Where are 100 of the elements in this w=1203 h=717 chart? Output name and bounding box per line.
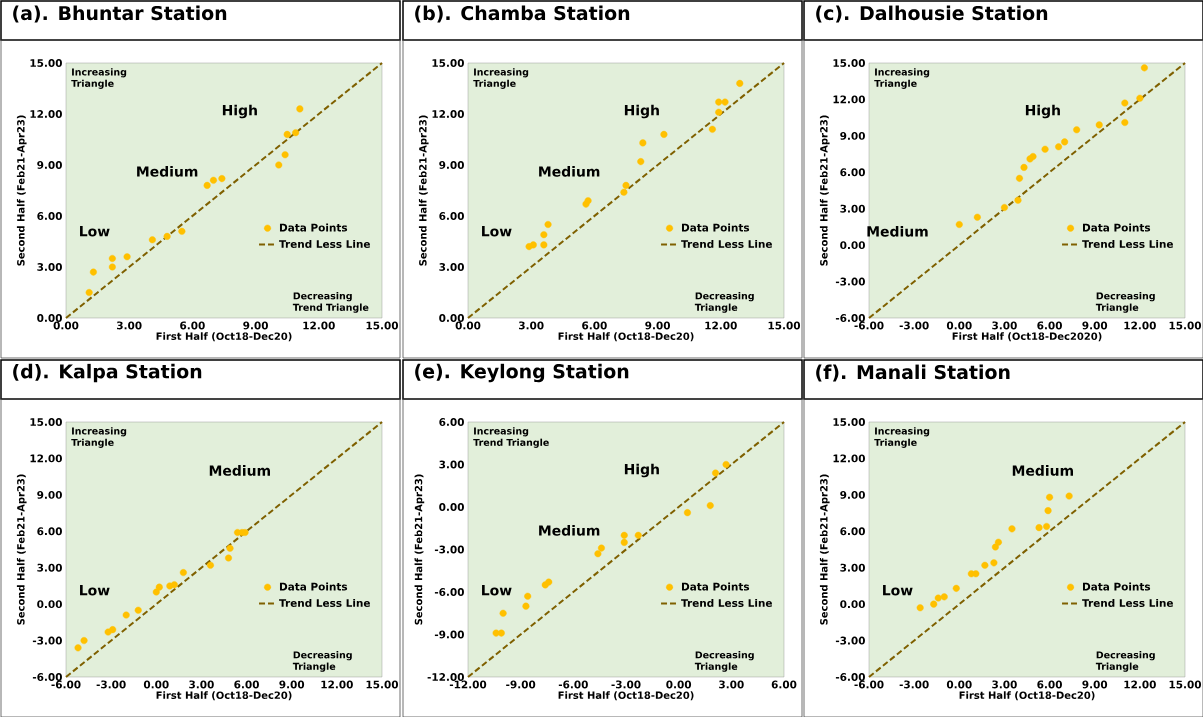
x-tick-label: -6.00 [854, 680, 884, 689]
x-tick-label: 9.00 [645, 321, 671, 330]
y-tick-label: 3.00 [840, 204, 865, 213]
y-tick-label: 15.00 [833, 418, 865, 426]
y-axis-title: Second Half (Feb21-Apr23) [16, 115, 27, 266]
annotation: Medium [867, 225, 928, 237]
annotation: Increasing Triangle [71, 427, 127, 448]
x-tick-label: -9.00 [506, 680, 536, 689]
annotation: Decreasing Triangle [694, 292, 754, 313]
annotation: Increasing Triangle [473, 68, 529, 89]
x-tick-label: 15.00 [1169, 321, 1202, 330]
annotation: Low [80, 585, 110, 596]
legend-label: Trend Less Line [279, 239, 370, 248]
x-tick-label: -3.00 [899, 321, 929, 330]
y-tick-label: 15.00 [30, 418, 62, 426]
y-tick-label: 3.00 [439, 263, 464, 271]
y-tick-label: 6.00 [840, 527, 865, 536]
legend-label: Data Points [279, 223, 348, 232]
y-tick-label: 9.00 [840, 131, 865, 140]
y-tick-label: -6.00 [434, 588, 464, 596]
x-tick-label: -6.00 [558, 680, 588, 689]
x-tick-label: 6.00 [771, 680, 797, 689]
annotation: Medium [539, 524, 600, 536]
x-tick-label: 3.00 [519, 321, 544, 330]
chart-title: (e). Keylong Station [415, 363, 629, 383]
annotation: Decreasing Triangle [694, 651, 754, 672]
annotation: Increasing Triangle [874, 427, 930, 448]
legend-label: Data Points [1083, 223, 1151, 232]
x-tick-label: 3.00 [992, 321, 1017, 330]
y-tick-label: 0.00 [37, 314, 62, 322]
y-tick-label: 12.00 [833, 454, 865, 463]
y-axis-title: Second Half (Feb21-Apr23) [819, 115, 830, 266]
y-tick-label: 12.00 [833, 95, 865, 104]
annotation: Decreasing Triangle [1095, 651, 1155, 672]
x-axis-title: First Half (Oct18-Dec20) [156, 691, 292, 701]
y-tick-label: 6.00 [37, 212, 62, 220]
y-tick-label: 9.00 [37, 490, 62, 499]
x-tick-label: 15.00 [1169, 680, 1202, 689]
x-tick-label: 0.00 [946, 321, 972, 330]
annotation: Medium [539, 165, 600, 177]
x-tick-label: 12.00 [321, 680, 353, 689]
annotation: Low [80, 226, 110, 237]
y-tick-label: 15.00 [432, 59, 464, 67]
x-axis-title: First Half (Oct18-Dec20) [959, 691, 1095, 701]
x-tick-label: 0.00 [143, 680, 169, 689]
x-tick-label: 6.00 [1037, 680, 1062, 689]
annotation: High [624, 104, 659, 119]
y-tick-label: 0.00 [840, 241, 865, 250]
chart-title: (a). Bhuntar Station [13, 5, 227, 23]
x-tick-label: 0.00 [455, 321, 481, 330]
x-tick-label: -3.00 [899, 680, 929, 689]
y-tick-label: 6.00 [439, 212, 464, 220]
annotation: High [624, 463, 659, 478]
y-tick-label: 15.00 [833, 59, 865, 67]
x-tick-label: 6.00 [180, 321, 205, 330]
legend-label: Data Points [279, 582, 348, 591]
y-tick-label: 9.00 [37, 161, 62, 169]
x-tick-label: 9.00 [243, 321, 268, 330]
x-tick-label: 3.00 [992, 680, 1017, 689]
y-tick-label: 3.00 [439, 460, 464, 469]
chart-title: (d). Kalpa Station [13, 363, 202, 383]
x-tick-label: 3.00 [719, 680, 744, 689]
x-tick-label: -6.00 [854, 321, 884, 330]
x-tick-label: 15.00 [366, 680, 399, 689]
y-tick-label: 12.00 [432, 110, 464, 118]
legend-label: Trend Less Line [1082, 239, 1173, 248]
y-tick-label: -12.00 [427, 673, 464, 681]
x-tick-label: -3.00 [611, 680, 641, 689]
x-axis-title: First Half (Oct18-Dec20) [558, 691, 694, 701]
x-tick-label: 0.00 [53, 321, 79, 330]
x-axis-title: First Half (Oct18-Dec20) [558, 332, 694, 342]
legend-label: Trend Less Line [1082, 598, 1173, 607]
legend-label: Trend Less Line [681, 598, 772, 607]
y-tick-label: 0.00 [439, 503, 464, 511]
legend-label: Trend Less Line [681, 239, 772, 248]
x-axis-title: First Half (Oct18-Dec20) [156, 332, 292, 342]
y-tick-label: -3.00 [434, 545, 464, 554]
x-tick-label: 9.00 [279, 680, 305, 689]
x-tick-label: 0.00 [666, 680, 692, 689]
annotation: Increasing Trend Triangle [473, 427, 549, 448]
annotation: Medium [209, 465, 270, 476]
annotation: Increasing Triangle [71, 68, 127, 89]
annotation: Decreasing Trend Triangle [292, 292, 369, 313]
x-tick-label: -3.00 [96, 680, 126, 689]
y-tick-label: -6.00 [835, 314, 865, 322]
legend-label: Data Points [681, 223, 750, 232]
y-tick-label: 3.00 [840, 563, 865, 572]
y-tick-label: 0.00 [439, 314, 464, 322]
y-tick-label: -6.00 [32, 673, 62, 681]
annotation: Low [883, 585, 913, 596]
x-axis-title: First Half (Oct18-Dec2020) [952, 332, 1102, 342]
annotation: Low [482, 226, 512, 237]
x-tick-label: 15.00 [366, 321, 399, 330]
annotation: Decreasing Triangle [1095, 292, 1155, 313]
x-tick-label: 3.00 [117, 321, 142, 330]
y-tick-label: 12.00 [30, 454, 62, 463]
annotation: Decreasing Triangle [292, 651, 352, 672]
y-tick-label: 12.00 [30, 110, 62, 118]
y-tick-label: 9.00 [439, 161, 464, 169]
annotation: High [222, 104, 257, 119]
